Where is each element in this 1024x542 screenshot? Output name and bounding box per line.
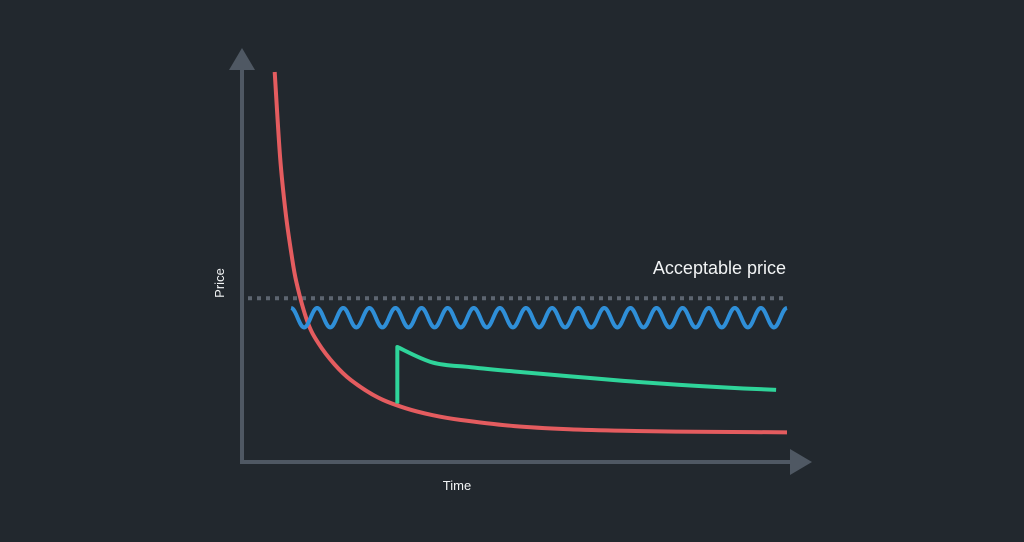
series-layer [272, 71, 789, 435]
x-axis-arrow [790, 449, 812, 475]
x-axis-label: Time [443, 478, 471, 493]
red-series-line [272, 71, 788, 435]
y-axis-label: Price [212, 268, 227, 298]
axes [229, 48, 812, 475]
acceptable-price-label: Acceptable price [653, 258, 786, 278]
y-axis-arrow [229, 48, 255, 70]
green-series-line [395, 344, 777, 404]
blue-series-line [289, 305, 789, 330]
